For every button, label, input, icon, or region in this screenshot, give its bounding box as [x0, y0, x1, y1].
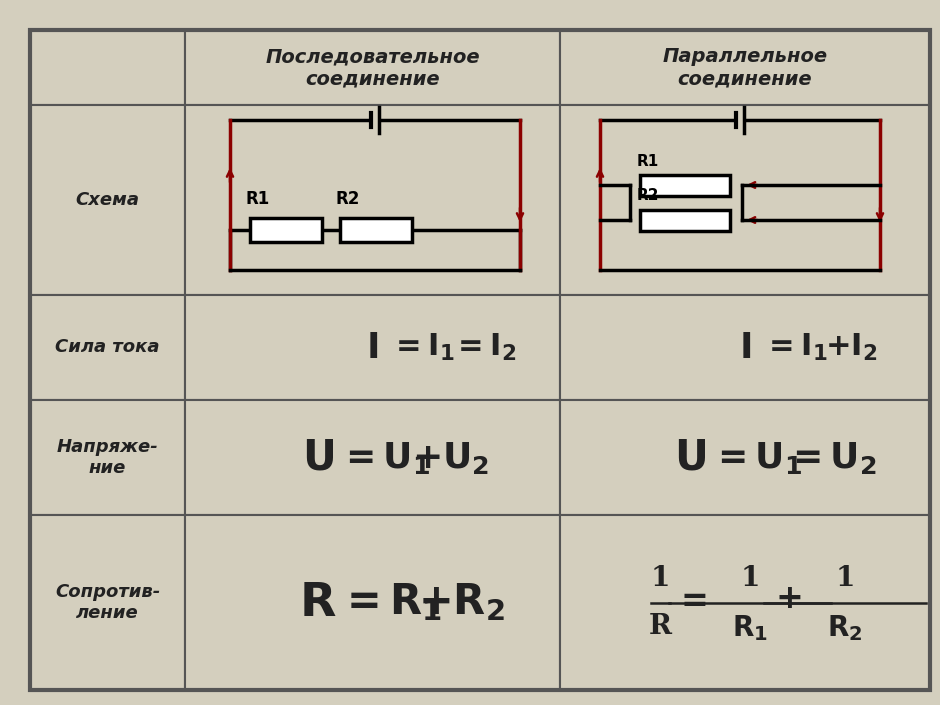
Bar	[560, 400, 930, 515]
Text: R2: R2	[336, 190, 360, 208]
Text: Сила тока: Сила тока	[55, 338, 160, 357]
Text: Последовательное
соединение: Последовательное соединение	[265, 47, 479, 88]
Text: 1: 1	[836, 565, 854, 591]
Text: Сопротив-
ление: Сопротив- ление	[55, 583, 160, 622]
Text: $\mathbf{=I_2}$: $\mathbf{=I_2}$	[452, 332, 517, 363]
Text: $\mathbf{=I_1}$: $\mathbf{=I_1}$	[390, 332, 455, 363]
Text: $\mathbf{=}$: $\mathbf{=}$	[674, 584, 707, 615]
Text: R2: R2	[637, 188, 660, 204]
Text: Схема: Схема	[75, 191, 139, 209]
Text: $\mathbf{+ I_2}$: $\mathbf{+ I_2}$	[825, 332, 877, 363]
Bar	[560, 295, 930, 400]
Bar	[185, 515, 560, 690]
Bar	[340, 218, 412, 242]
Text: $\mathbf{=U_1}$: $\mathbf{=U_1}$	[337, 439, 430, 475]
Bar	[250, 218, 322, 242]
Text: $\mathbf{R_2}$: $\mathbf{R_2}$	[827, 613, 863, 643]
Text: $\mathbf{=U_1}$: $\mathbf{=U_1}$	[710, 439, 802, 475]
Text: 1: 1	[650, 565, 669, 591]
Text: R: R	[649, 613, 671, 641]
Text: $\mathbf{=R_1}$: $\mathbf{=R_1}$	[337, 582, 441, 623]
Text: Напряже-
ние: Напряже- ние	[56, 438, 158, 477]
Text: R1: R1	[637, 154, 659, 168]
Bar	[640, 175, 730, 195]
Text: $\mathbf{+ U_2}$: $\mathbf{+ U_2}$	[413, 439, 490, 475]
Text: $\mathbf{U}$: $\mathbf{U}$	[674, 436, 706, 479]
Text: $\mathbf{+}$: $\mathbf{+}$	[775, 584, 801, 615]
Text: $\mathbf{=I_1}$: $\mathbf{=I_1}$	[763, 332, 827, 363]
Bar	[30, 105, 185, 295]
Text: Параллельное
соединение: Параллельное соединение	[663, 47, 827, 88]
Text: $\mathbf{=U_2}$: $\mathbf{=U_2}$	[785, 439, 876, 475]
Text: $\mathbf{I}$: $\mathbf{I}$	[367, 331, 379, 364]
Text: $\mathbf{R}$: $\mathbf{R}$	[299, 580, 337, 625]
Bar	[185, 105, 560, 295]
Text: $\mathbf{R_1}$: $\mathbf{R_1}$	[732, 613, 768, 643]
Bar	[640, 209, 730, 231]
Bar	[560, 515, 930, 690]
Bar	[30, 515, 185, 690]
Text: $\mathbf{I}$: $\mathbf{I}$	[739, 331, 751, 364]
Bar	[30, 400, 185, 515]
Text: 1: 1	[741, 565, 760, 591]
Bar	[185, 295, 560, 400]
Bar	[185, 30, 560, 105]
Bar	[560, 30, 930, 105]
Text: $\mathbf{+ R_2}$: $\mathbf{+ R_2}$	[417, 582, 505, 623]
Text: R1: R1	[246, 190, 270, 208]
Bar	[185, 400, 560, 515]
Bar	[560, 105, 930, 295]
Text: $\mathbf{U}$: $\mathbf{U}$	[302, 436, 334, 479]
Bar	[30, 295, 185, 400]
Bar	[30, 30, 185, 105]
